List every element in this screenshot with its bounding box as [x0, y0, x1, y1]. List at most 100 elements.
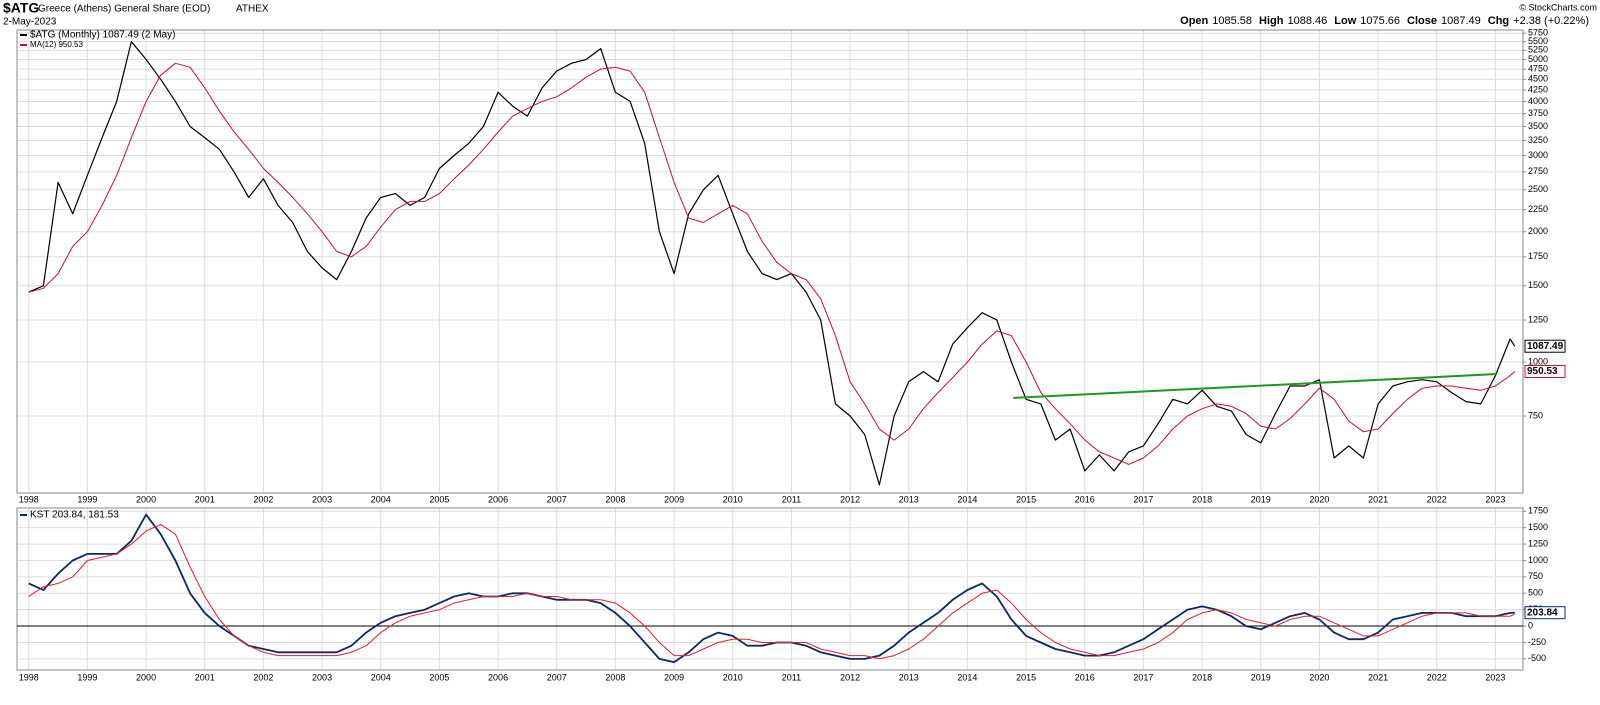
x-tick-label: 2018 — [1192, 672, 1212, 682]
legend-label: $ATG (Monthly) 1087.49 (2 May) — [30, 30, 175, 41]
x-tick-label: 2007 — [547, 494, 567, 504]
x-tick-label: 2016 — [1075, 672, 1095, 682]
y-tick-label: -500 — [1528, 653, 1546, 663]
x-tick-label: 2001 — [195, 494, 215, 504]
x-tick-label: 2021 — [1368, 672, 1388, 682]
y-tick-label: 750 — [1528, 410, 1543, 420]
x-tick-label: 1999 — [77, 494, 97, 504]
x-tick-label: 2012 — [840, 494, 860, 504]
y-tick-label: 500 — [1528, 588, 1543, 598]
exchange: ATHEX — [236, 4, 269, 15]
y-tick-label: 1500 — [1528, 280, 1548, 290]
y-tick-label: 0 — [1528, 620, 1533, 630]
series-line — [28, 41, 1516, 486]
x-tick-label: 2008 — [605, 672, 625, 682]
last-value-box — [1524, 606, 1566, 620]
y-tick-label: 1250 — [1528, 538, 1548, 548]
y-tick-label: 3500 — [1528, 121, 1548, 131]
x-tick-label: 2017 — [1133, 494, 1153, 504]
x-tick-label: 2020 — [1309, 672, 1329, 682]
x-tick-label: 2010 — [723, 672, 743, 682]
x-tick-label: 2022 — [1427, 494, 1447, 504]
x-tick-label: 2009 — [664, 494, 684, 504]
y-tick-label: 3250 — [1528, 135, 1548, 145]
y-tick-label: 5500 — [1528, 36, 1548, 46]
x-tick-label: 1999 — [77, 672, 97, 682]
x-tick-label: 2003 — [312, 672, 332, 682]
x-tick-label: 1998 — [19, 494, 39, 504]
date: 2-May-2023 — [3, 17, 57, 28]
y-tick-label: 2250 — [1528, 204, 1548, 214]
y-tick-label: 1000 — [1528, 356, 1548, 366]
quote-label: Low — [1334, 15, 1356, 27]
quote: Open 1085.58 High 1088.46 Low 1075.66 Close 108… — [1180, 15, 1589, 27]
y-tick-label: 2500 — [1528, 184, 1548, 194]
x-tick-label: 2010 — [723, 494, 743, 504]
y-tick-label: 4250 — [1528, 84, 1548, 94]
y-tick-label: 3000 — [1528, 150, 1548, 160]
x-tick-label: 2018 — [1192, 494, 1212, 504]
x-tick-label: 2013 — [899, 494, 919, 504]
quote-label: High — [1259, 15, 1284, 27]
plot-frame — [16, 507, 1524, 671]
x-tick-label: 2015 — [1016, 672, 1036, 682]
series-line — [28, 523, 1515, 660]
quote-value: 1085.58 — [1212, 15, 1252, 27]
y-tick-label: 5000 — [1528, 54, 1548, 64]
x-tick-label: 2017 — [1133, 672, 1153, 682]
x-tick-label: 2003 — [312, 494, 332, 504]
x-tick-label: 2006 — [488, 494, 508, 504]
x-tick-label: 2019 — [1251, 494, 1271, 504]
x-tick-label: 2007 — [547, 672, 567, 682]
x-tick-label: 2006 — [488, 672, 508, 682]
y-tick-label: 4000 — [1528, 96, 1548, 106]
x-tick-label: 2012 — [840, 672, 860, 682]
x-tick-label: 2004 — [371, 672, 391, 682]
x-tick-label: 1998 — [19, 672, 39, 682]
security-name: Greece (Athens) General Share (EOD) — [38, 4, 210, 15]
x-tick-label: 2004 — [371, 494, 391, 504]
legend-label: KST 203.84, 181.53 — [30, 510, 119, 521]
trendline — [1013, 373, 1498, 399]
y-tick-label: 4500 — [1528, 74, 1548, 84]
x-tick-label: 2016 — [1075, 494, 1095, 504]
x-tick-label: 2021 — [1368, 494, 1388, 504]
last-value-box — [1524, 365, 1566, 379]
y-tick-label: 2750 — [1528, 166, 1548, 176]
symbol: $ATG — [3, 0, 39, 16]
y-tick-label: 4750 — [1528, 64, 1548, 74]
x-tick-label: 2002 — [253, 494, 273, 504]
y-tick-label: 1500 — [1528, 522, 1548, 532]
x-tick-label: 2014 — [957, 494, 977, 504]
quote-label: Chg — [1488, 15, 1509, 27]
x-tick-label: 2019 — [1251, 672, 1271, 682]
y-tick-label: 3750 — [1528, 108, 1548, 118]
credit: © StockCharts.com — [1519, 2, 1597, 12]
x-tick-label: 2020 — [1309, 494, 1329, 504]
quote-value: 1088.46 — [1288, 15, 1328, 27]
x-tick-label: 2005 — [429, 672, 449, 682]
y-tick-label: 5750 — [1528, 28, 1548, 38]
x-tick-label: 2000 — [136, 494, 156, 504]
last-value-label: 203.84 — [1527, 607, 1558, 618]
x-tick-label: 2015 — [1016, 494, 1036, 504]
x-tick-label: 2005 — [429, 494, 449, 504]
x-tick-label: 2023 — [1485, 672, 1505, 682]
quote-label: Open — [1180, 15, 1208, 27]
y-tick-label: 750 — [1528, 571, 1543, 581]
x-tick-label: 2023 — [1485, 494, 1505, 504]
series-line — [28, 62, 1516, 465]
y-tick-label: 1000 — [1528, 555, 1548, 565]
last-value-label: 950.53 — [1527, 366, 1558, 377]
plot-frame — [16, 29, 1524, 494]
y-tick-label: -250 — [1528, 637, 1546, 647]
x-tick-label: 2009 — [664, 672, 684, 682]
quote-value: 1075.66 — [1360, 15, 1400, 27]
x-tick-label: 2011 — [782, 494, 801, 504]
x-tick-label: 2008 — [605, 494, 625, 504]
y-tick-label: 1250 — [1528, 314, 1548, 324]
x-tick-label: 2000 — [136, 672, 156, 682]
x-tick-label: 2013 — [899, 672, 919, 682]
